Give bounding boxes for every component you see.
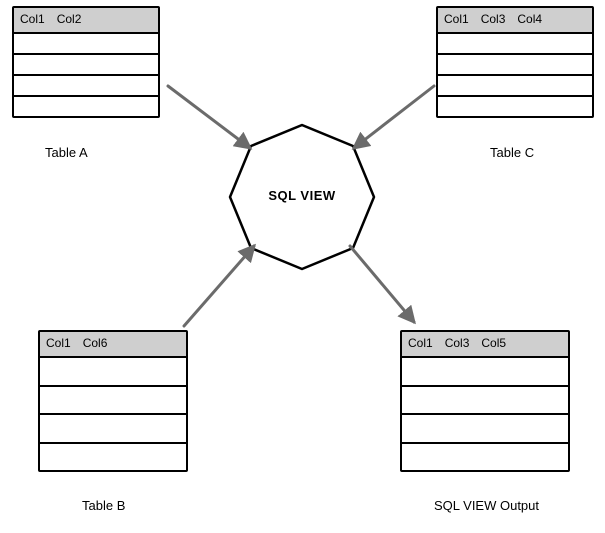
table_c-rows	[438, 34, 592, 116]
table-row	[438, 97, 592, 116]
table-row	[40, 387, 186, 416]
table_b: Col1Col6	[38, 330, 188, 472]
table-row	[14, 55, 158, 76]
table_c-col-2: Col4	[511, 8, 548, 32]
arrow-table_b	[184, 246, 254, 326]
table-row	[402, 387, 568, 416]
table_b-caption: Table B	[82, 498, 125, 513]
table_a-header: Col1Col2	[14, 8, 158, 34]
table-row	[402, 358, 568, 387]
arrow-center	[350, 246, 414, 322]
table-row	[14, 34, 158, 55]
table_c-col-1: Col3	[475, 8, 512, 32]
table-row	[438, 55, 592, 76]
table-row	[14, 97, 158, 116]
table-row	[40, 444, 186, 471]
output: Col1Col3Col5	[400, 330, 570, 472]
table_a-col-1: Col2	[51, 8, 88, 32]
arrow-table_a	[168, 86, 250, 148]
table-row	[40, 415, 186, 444]
table_a-col-0: Col1	[14, 8, 51, 32]
table-row	[14, 76, 158, 97]
table-row	[438, 34, 592, 55]
output-col-2: Col5	[475, 332, 512, 356]
table_c-caption: Table C	[490, 145, 534, 160]
table_a-caption: Table A	[45, 145, 88, 160]
output-rows	[402, 358, 568, 470]
output-col-1: Col3	[439, 332, 476, 356]
sql-view-octagon	[230, 125, 374, 269]
table_a-rows	[14, 34, 158, 116]
table-row	[438, 76, 592, 97]
table_b-col-1: Col6	[77, 332, 114, 356]
output-header: Col1Col3Col5	[402, 332, 568, 358]
sql-view-label: SQL VIEW	[252, 188, 352, 203]
table_c-col-0: Col1	[438, 8, 475, 32]
table_a: Col1Col2	[12, 6, 160, 118]
table_c: Col1Col3Col4	[436, 6, 594, 118]
table-row	[40, 358, 186, 387]
output-caption: SQL VIEW Output	[434, 498, 539, 513]
table_b-col-0: Col1	[40, 332, 77, 356]
table_b-rows	[40, 358, 186, 470]
table_b-header: Col1Col6	[40, 332, 186, 358]
diagram-stage: Col1Col2Table ACol1Col3Col4Table CCol1Co…	[0, 0, 605, 533]
table_c-header: Col1Col3Col4	[438, 8, 592, 34]
table-row	[402, 415, 568, 444]
arrow-table_c	[354, 86, 434, 148]
output-col-0: Col1	[402, 332, 439, 356]
table-row	[402, 444, 568, 471]
